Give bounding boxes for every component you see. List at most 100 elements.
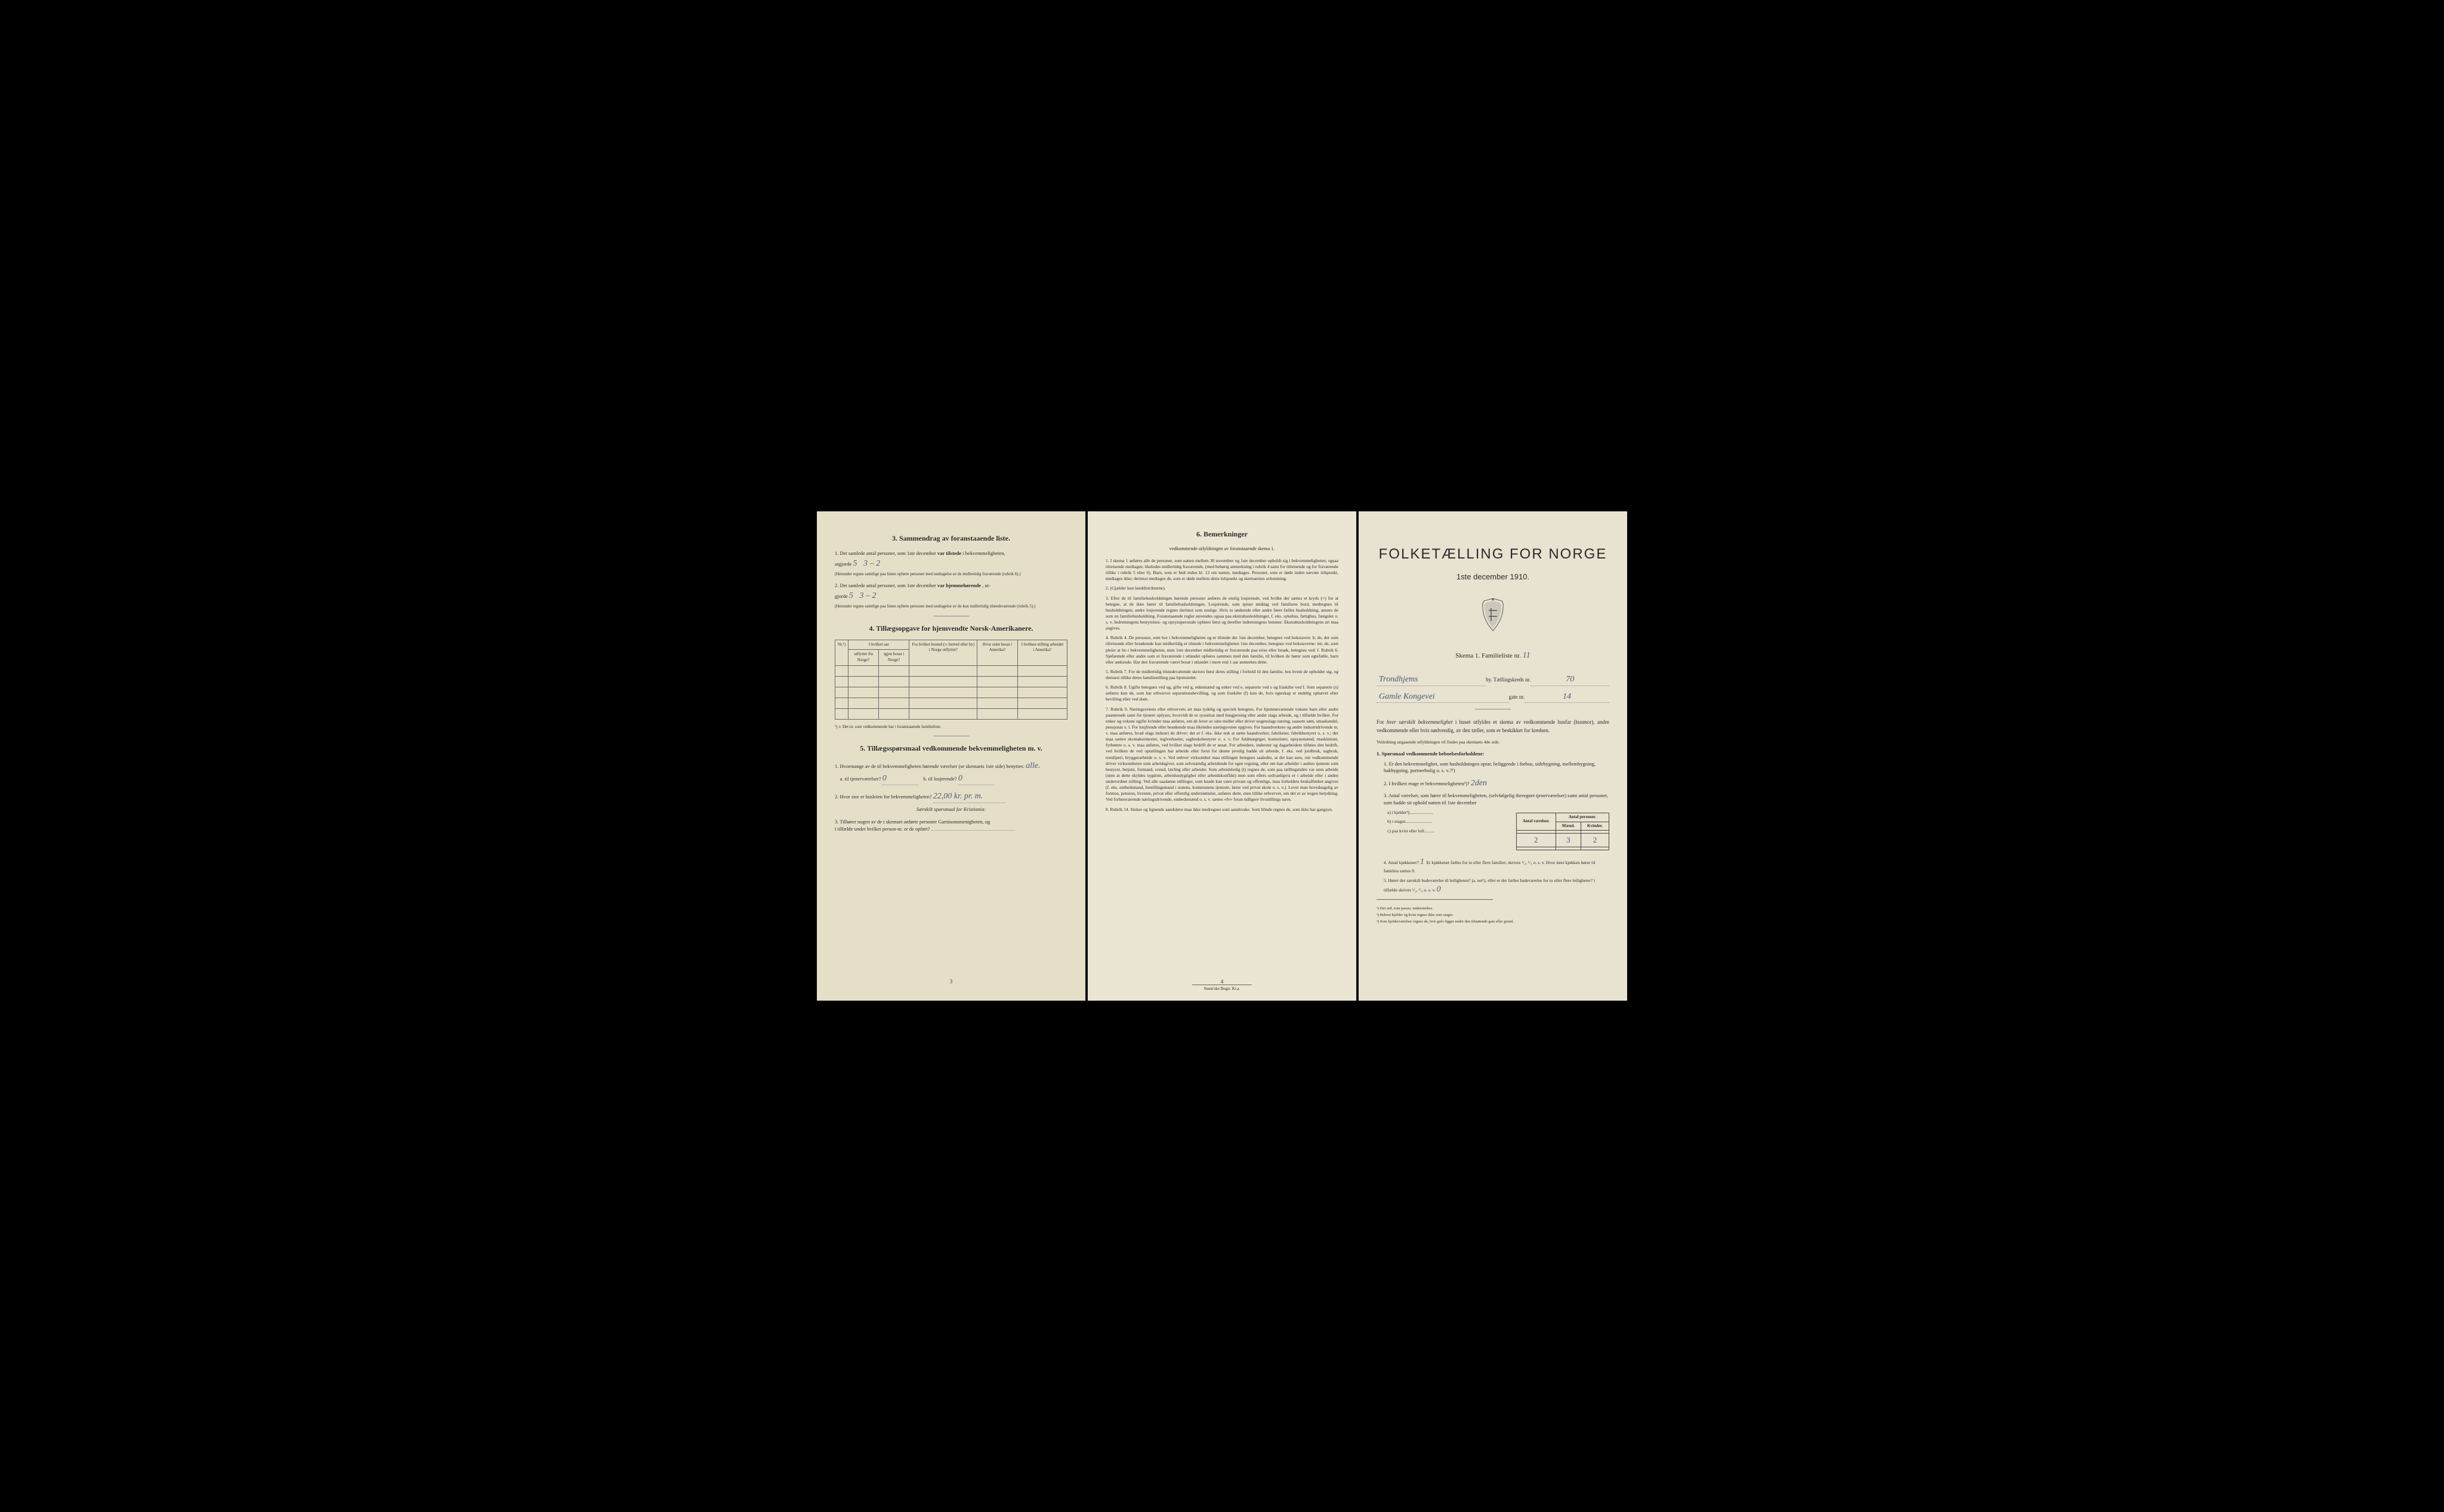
th: Nr.¹) [835, 640, 848, 665]
hw-value: 5 [853, 559, 857, 568]
hw-addendum: 3 – 2 [863, 559, 880, 568]
hw: 22,00 kr. pr. m. [933, 790, 1005, 803]
hw: 3 [1556, 834, 1581, 847]
census-document: 3. Sammendrag av foranstaaende liste. 1.… [817, 511, 1627, 1001]
table-row [835, 665, 1067, 676]
q1-title: 1. Spørsmaal vedkommende beboelsesforhol… [1377, 751, 1609, 758]
q1-3: 3. Antal værelser, som hører til bekvemm… [1377, 792, 1609, 807]
label: gate nr. [1509, 693, 1525, 701]
th: Fra hvilket bosted (ɔ: herred eller by) … [909, 640, 977, 665]
label: Skema 1. Familieliste nr. [1455, 652, 1521, 659]
bemerk-2: 2. (Gjælder kun landdistrikterne). [1106, 585, 1338, 591]
hw: alle. [1026, 761, 1041, 770]
hw: 1 [1420, 857, 1424, 866]
text: 3. Tilhører nogen av de i skemaet anført… [835, 819, 990, 825]
table-row [835, 708, 1067, 719]
text: 2. I hvilken etage er bekvemmeligheten²)… [1384, 780, 1470, 786]
hw: 11 [1523, 651, 1530, 660]
text: 4. Antal kjøkkener? [1384, 860, 1419, 865]
hw: 0 [958, 772, 994, 785]
divider [1377, 899, 1493, 900]
label: gjorde [835, 593, 848, 599]
printer-note: Steen'ske Bogtr. Kr.a. [1192, 985, 1252, 992]
page-3: 3. Sammendrag av foranstaaende liste. 1.… [817, 511, 1085, 1001]
bemerk-7: 7. Rubrik 9. Næringsveiens eller erhverv… [1106, 706, 1338, 803]
hw: 0 [882, 772, 918, 785]
hw-street: Gamle Kongevei [1377, 691, 1509, 703]
note: (Herunder regnes samtlige paa listen opf… [835, 604, 1035, 609]
bemerk-3: 3. Efter de til familiehusholdningen hør… [1106, 595, 1338, 632]
label: a. til tjenerværelser? [840, 776, 881, 782]
th: igjen bosat i Norge? [878, 650, 909, 666]
text: i bekvemmeligheten, [962, 550, 1005, 556]
note: (Herunder regnes samtlige paa listen opf… [835, 572, 1021, 576]
coat-of-arms-icon [1377, 597, 1609, 635]
text: c) paa kvist eller loft [1387, 828, 1424, 834]
text-bold: var hjemmehørende [937, 582, 981, 588]
hw: 0 [1437, 885, 1441, 894]
instruction: Veiledning angaaende utfyldningen vil fi… [1377, 739, 1609, 746]
q1-5: 5. Hører der særskilt badeværelse til le… [1377, 878, 1609, 896]
th: Antal værelser. [1516, 813, 1556, 831]
bemerk-5: 5. Rubrik 7. For de midlertidig tilstede… [1106, 669, 1338, 681]
hw: 14 [1525, 691, 1609, 703]
section4-title: 4. Tillægsopgave for hjemvendte Norsk-Am… [835, 624, 1067, 634]
table-row [835, 676, 1067, 687]
th: Kvinder. [1581, 822, 1609, 831]
footnote: ³) Som kjelderværelser regnes de, hvis g… [1377, 919, 1609, 924]
page-number: 3 [950, 978, 953, 986]
hw: 2 [1581, 834, 1609, 847]
s5-item2: 2. Hvor stor er husleien for bekvemmelig… [835, 790, 1067, 813]
subtitle: vedkommende utfyldningen av foranstaaend… [1106, 545, 1338, 552]
page-4: 6. Bemerkninger vedkommende utfyldningen… [1088, 511, 1356, 1001]
bemerk-6: 6. Rubrik 8. Ugifte betegnes ved ug, gif… [1106, 684, 1338, 702]
hw-addendum: 3 – 2 [859, 591, 876, 600]
text: , ut- [982, 582, 990, 588]
note: Særskilt spørsmaal for Kristiania: [835, 806, 1067, 813]
text: 5. Hører der særskilt badeværelse til le… [1384, 878, 1595, 893]
table-row [835, 698, 1067, 708]
text: 1. Hvormange av de til bekvemmeligheten … [835, 763, 1024, 769]
th: Antal personer. [1556, 813, 1609, 822]
label: by. Tællingskreds nr. [1486, 676, 1530, 684]
hw-value: 5 [849, 591, 853, 600]
amerikaner-table: Nr.¹) I hvilket aar Fra hvilket bosted (… [835, 640, 1067, 720]
street-row: Gamle Kongevei gate nr. 14 [1377, 691, 1609, 703]
bemerk-1: 1. I skema 1 anføres alle de personer, s… [1106, 558, 1338, 582]
bemerk-4: 4. Rubrik 4. De personer, som bor i bekv… [1106, 635, 1338, 665]
th: I hvilket aar [848, 640, 909, 650]
date-line: 1ste december 1910. [1377, 572, 1609, 582]
text-bold: var tilstede [937, 550, 961, 556]
th: Hvor sidst bosat i Amerika? [977, 640, 1018, 665]
main-title: FOLKETÆLLING FOR NORGE [1377, 544, 1609, 564]
table-footnote: ¹) ɔ: Det nr. som vedkommende har i fora… [835, 724, 1067, 730]
text: a) i kjelder³) [1387, 810, 1409, 815]
q1-1: 1. Er den bekvemmelighet, som husholdnin… [1377, 761, 1609, 775]
s3-item1: 1. Det samlede antal personer, som 1ste … [835, 550, 1067, 578]
hw-city: Trondhjems [1377, 674, 1486, 686]
table-row [835, 687, 1067, 698]
section3-title: 3. Sammendrag av foranstaaende liste. [835, 533, 1067, 544]
s3-item2: 2. Det samlede antal personer, som 1ste … [835, 582, 1067, 610]
hw: 2 [1516, 834, 1556, 847]
th: utflyttet fra Norge? [848, 650, 879, 666]
th: I hvilken stilling arbeidet i Amerika? [1017, 640, 1067, 665]
table-row [1516, 847, 1609, 850]
text: i tilfælde under hvilket person-nr. er d… [835, 826, 930, 832]
footnote: ¹) Det ord, som passer, understrekes. [1377, 906, 1609, 911]
section6-title: 6. Bemerkninger [1106, 529, 1338, 539]
table-row: 2 3 2 [1516, 834, 1609, 847]
blank-line [931, 830, 1015, 831]
section5-title: 5. Tillægsspørsmaal vedkommende bekvemme… [835, 743, 1067, 754]
count-table: Antal værelser. Antal personer. Mænd. Kv… [1516, 813, 1609, 851]
skema-line: Skema 1. Familieliste nr. 11 [1377, 650, 1609, 662]
hw: 70 [1530, 674, 1609, 686]
text: 2. Det samlede antal personer, som 1ste … [835, 582, 936, 588]
label: utgjorde [835, 561, 851, 567]
label: b. til losjerende? [923, 776, 956, 782]
footnotes: ¹) Det ord, som passer, understrekes. ²)… [1377, 906, 1609, 924]
s5-item3: 3. Tilhører nogen av de i skemaet anført… [835, 818, 1067, 834]
bemerk-8: 8. Rubrik 14. Sinker og lignende aandslø… [1106, 807, 1338, 813]
text: 2. Hvor stor er husleien for bekvemmelig… [835, 794, 932, 800]
text: 1. Det samlede antal personer, som 1ste … [835, 550, 936, 556]
